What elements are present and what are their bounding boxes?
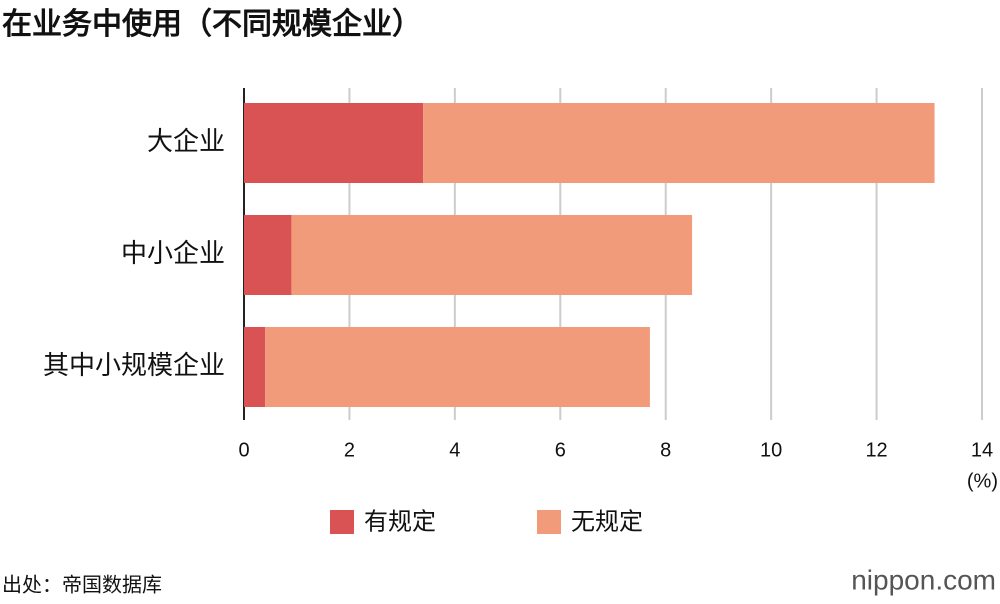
chart-title: 在业务中使用（不同规模企业） xyxy=(2,7,422,41)
x-tick-label: 6 xyxy=(555,439,566,461)
y-tick-label: 其中小规模企业 xyxy=(43,350,225,380)
bar xyxy=(244,215,292,295)
legend-swatch xyxy=(330,510,354,534)
x-tick-label: 10 xyxy=(760,439,782,461)
y-tick-label: 中小企业 xyxy=(121,238,225,268)
x-tick-label: 12 xyxy=(865,439,887,461)
x-tick-label: 2 xyxy=(344,439,355,461)
x-tick-label: 4 xyxy=(449,439,460,461)
bar xyxy=(265,327,650,407)
bar xyxy=(423,103,935,183)
x-unit: (%) xyxy=(967,470,998,492)
x-tick-label: 8 xyxy=(660,439,671,461)
logo: nippon.com xyxy=(851,564,996,595)
source: 出处：帝国数据库 xyxy=(2,573,162,596)
y-tick-label: 大企业 xyxy=(147,126,225,156)
x-tick-label: 14 xyxy=(971,439,993,461)
legend-label: 有规定 xyxy=(364,508,436,535)
legend-swatch xyxy=(537,510,561,534)
legend-label: 无规定 xyxy=(571,508,643,535)
bar xyxy=(244,103,424,183)
bar xyxy=(291,215,693,295)
bar xyxy=(244,327,266,407)
x-tick-label: 0 xyxy=(238,439,249,461)
